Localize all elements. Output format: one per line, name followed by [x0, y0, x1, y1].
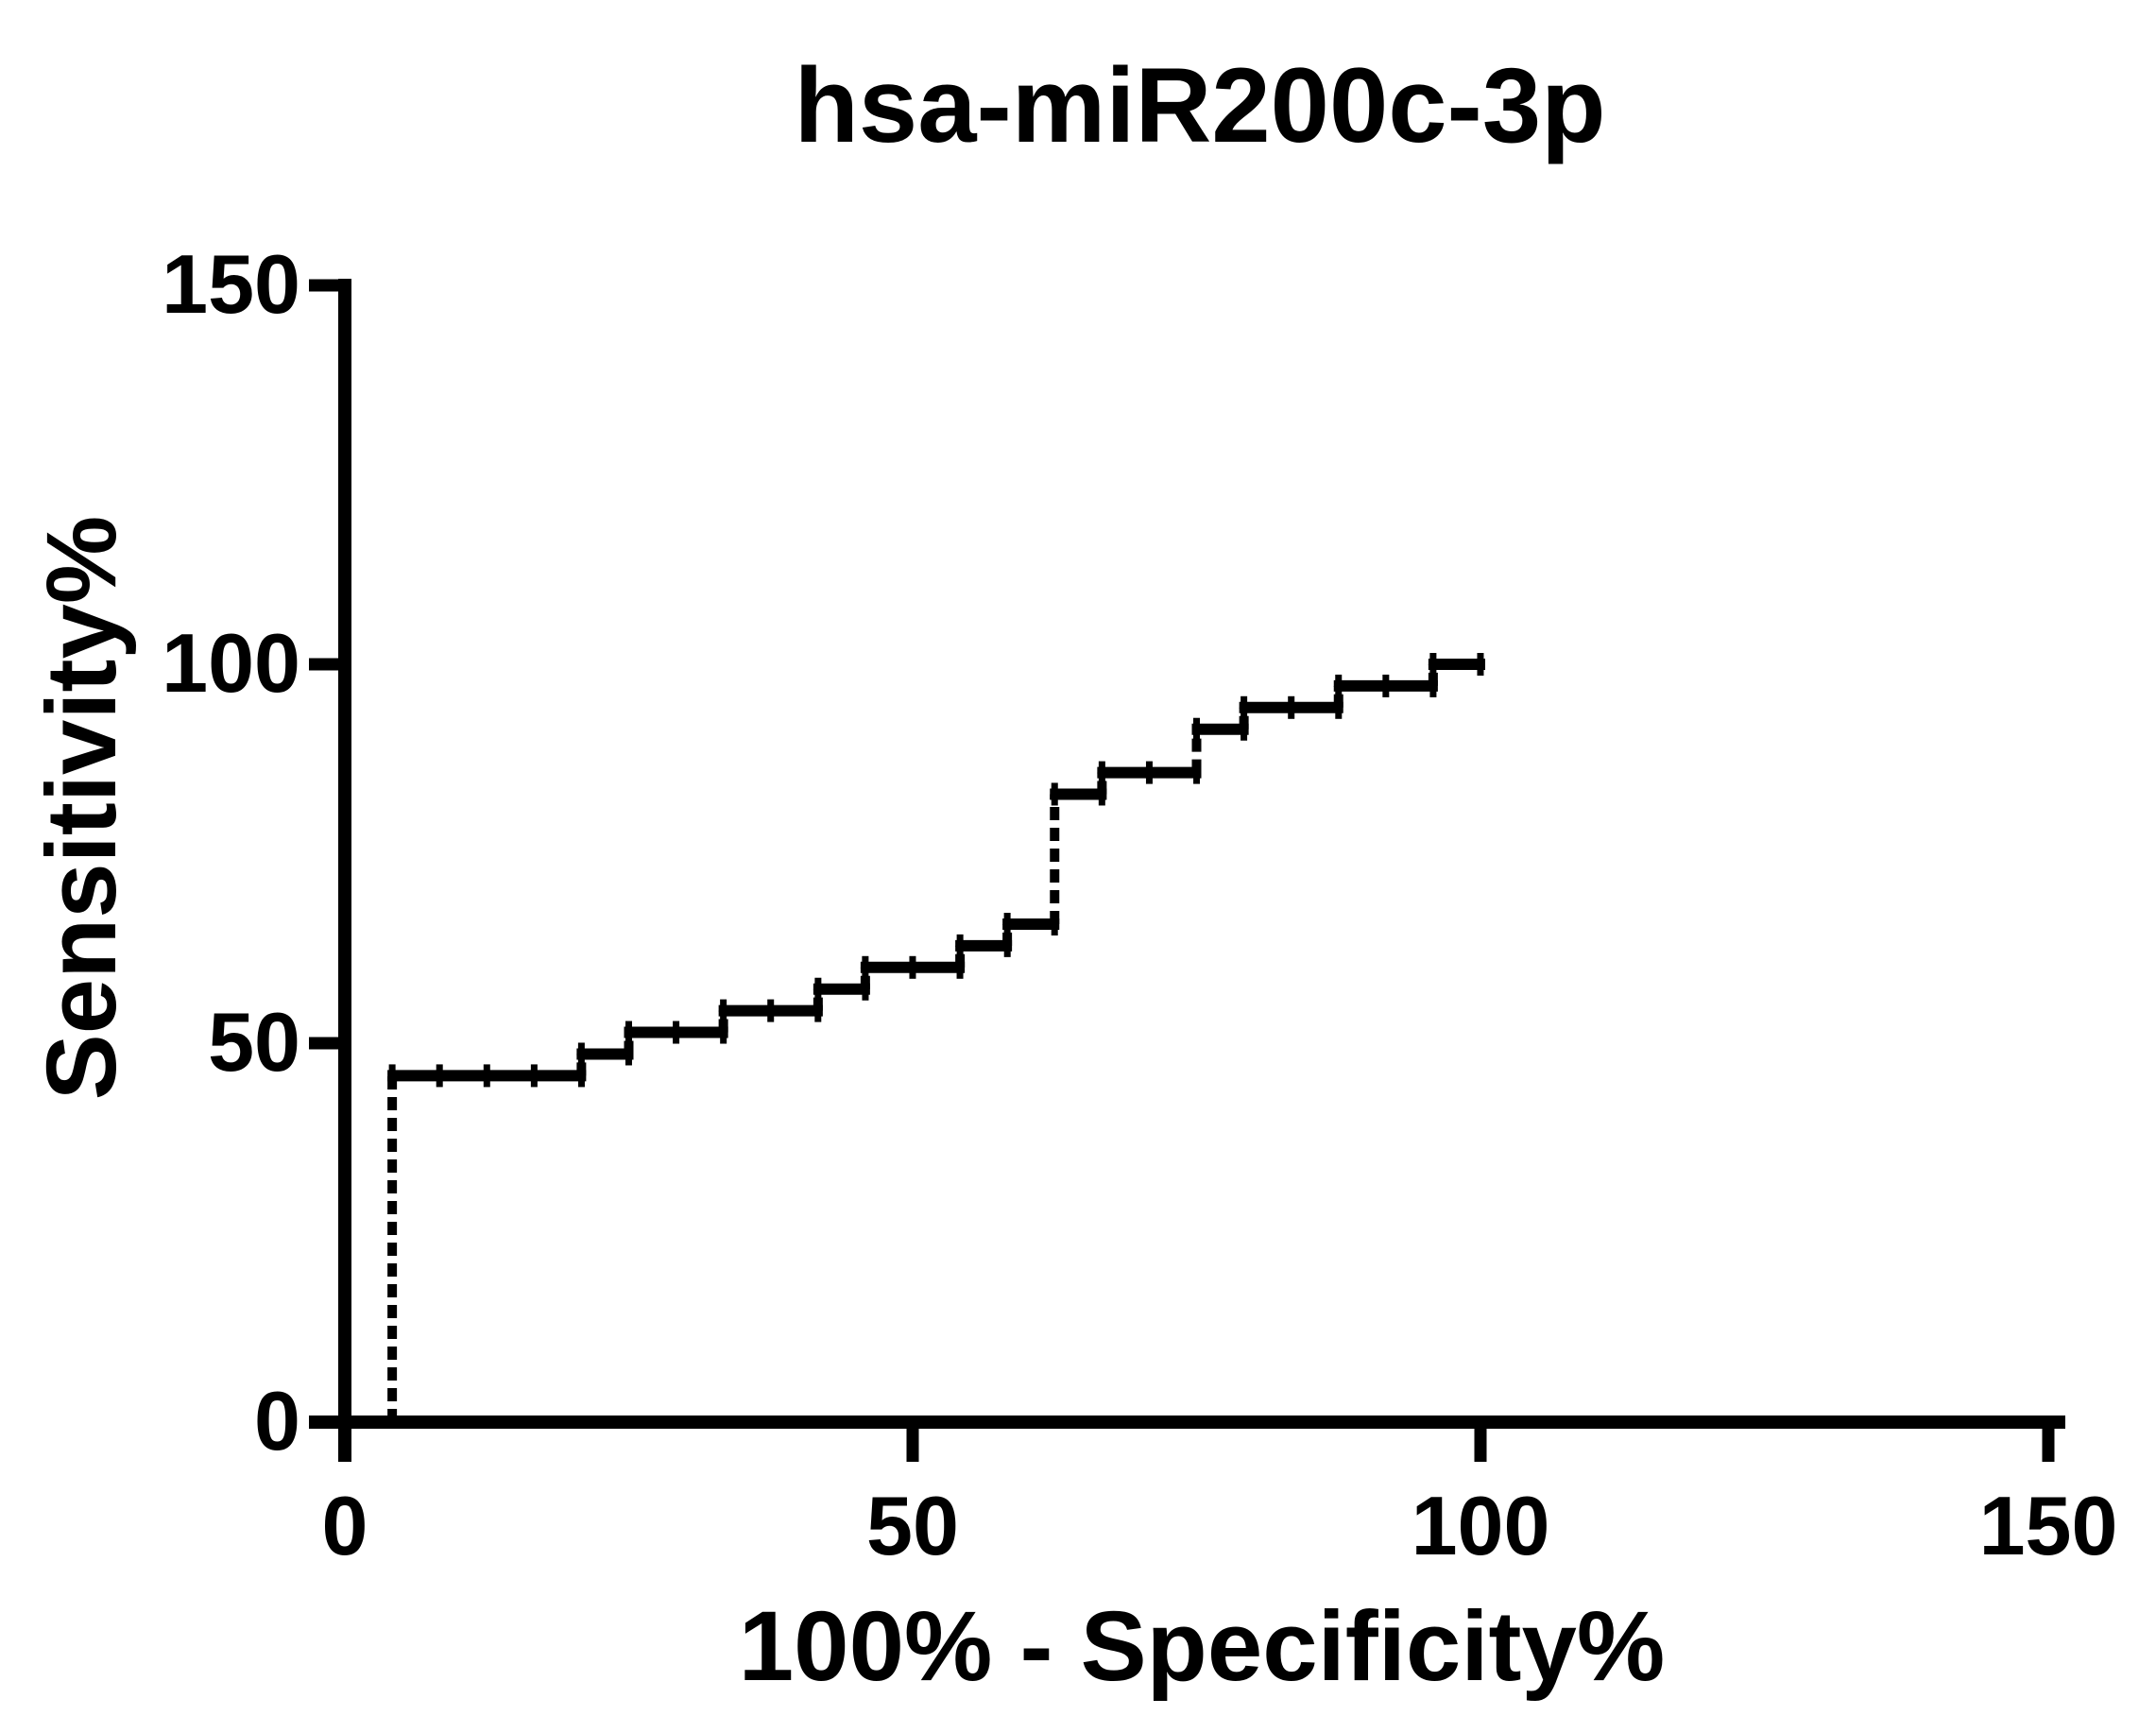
- x-axis-label: 100% - Specificity%: [739, 1591, 1665, 1702]
- roc-point-marker: [1145, 761, 1153, 784]
- roc-point-marker: [1382, 674, 1390, 697]
- chart-title: hsa-miR200c-3p: [794, 46, 1605, 164]
- y-tick-label: 50: [208, 995, 300, 1089]
- roc-point-marker: [673, 1021, 680, 1044]
- roc-point-marker: [625, 1021, 632, 1044]
- roc-point-marker: [956, 934, 964, 957]
- axes: [309, 279, 2065, 1462]
- y-tick-label: 150: [162, 237, 300, 331]
- x-axis-ticks: 0 50 100 150: [322, 1422, 2118, 1572]
- y-tick-label: 0: [254, 1374, 300, 1467]
- roc-point-marker: [577, 1042, 585, 1066]
- roc-point-marker: [530, 1064, 538, 1088]
- y-axis-label: Sensitivity%: [26, 516, 137, 1101]
- x-tick-label: 150: [1979, 1479, 2118, 1572]
- roc-point-marker: [436, 1064, 443, 1088]
- roc-curve: [387, 653, 1485, 1422]
- roc-point-marker: [388, 1064, 396, 1088]
- roc-point-marker: [1241, 695, 1248, 719]
- roc-point-marker: [862, 955, 869, 979]
- roc-point-marker: [909, 955, 916, 979]
- roc-point-marker: [720, 999, 727, 1022]
- roc-point-marker: [1288, 695, 1295, 719]
- roc-point-marker: [956, 955, 964, 979]
- roc-point-marker: [1003, 913, 1011, 936]
- roc-point-marker: [814, 977, 822, 1001]
- y-axis-ticks: 0 50 100 150: [162, 237, 345, 1467]
- roc-point-marker: [1098, 761, 1105, 784]
- roc-point-marker: [1477, 653, 1484, 676]
- roc-point-marker: [767, 999, 775, 1022]
- roc-point-marker: [1429, 653, 1437, 676]
- x-tick-label: 100: [1412, 1479, 1550, 1572]
- roc-point-marker: [1051, 782, 1058, 806]
- y-tick-label: 100: [162, 616, 300, 710]
- x-tick-label: 50: [866, 1479, 959, 1572]
- roc-point-marker: [1335, 674, 1343, 697]
- x-tick-label: 0: [322, 1479, 368, 1572]
- roc-point-marker: [1193, 717, 1200, 741]
- roc-point-marker: [483, 1064, 490, 1088]
